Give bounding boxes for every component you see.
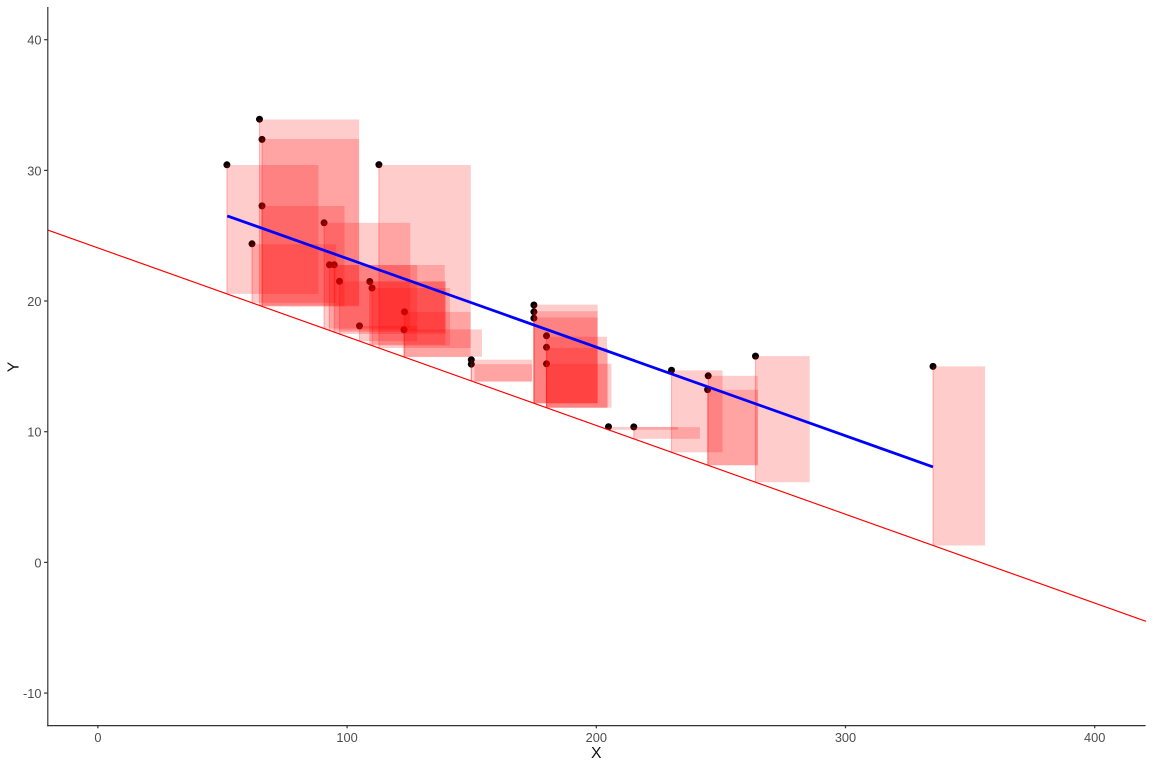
svg-text:Y: Y [6, 361, 23, 372]
svg-text:-10: -10 [23, 686, 42, 701]
svg-text:40: 40 [27, 33, 41, 48]
svg-text:300: 300 [835, 730, 856, 745]
svg-text:100: 100 [336, 730, 357, 745]
svg-text:200: 200 [586, 730, 607, 745]
svg-text:400: 400 [1084, 730, 1105, 745]
svg-text:30: 30 [27, 163, 41, 178]
svg-text:0: 0 [34, 555, 41, 570]
svg-text:0: 0 [94, 730, 101, 745]
svg-text:X: X [591, 745, 602, 762]
svg-text:20: 20 [27, 294, 41, 309]
svg-text:10: 10 [27, 425, 41, 440]
